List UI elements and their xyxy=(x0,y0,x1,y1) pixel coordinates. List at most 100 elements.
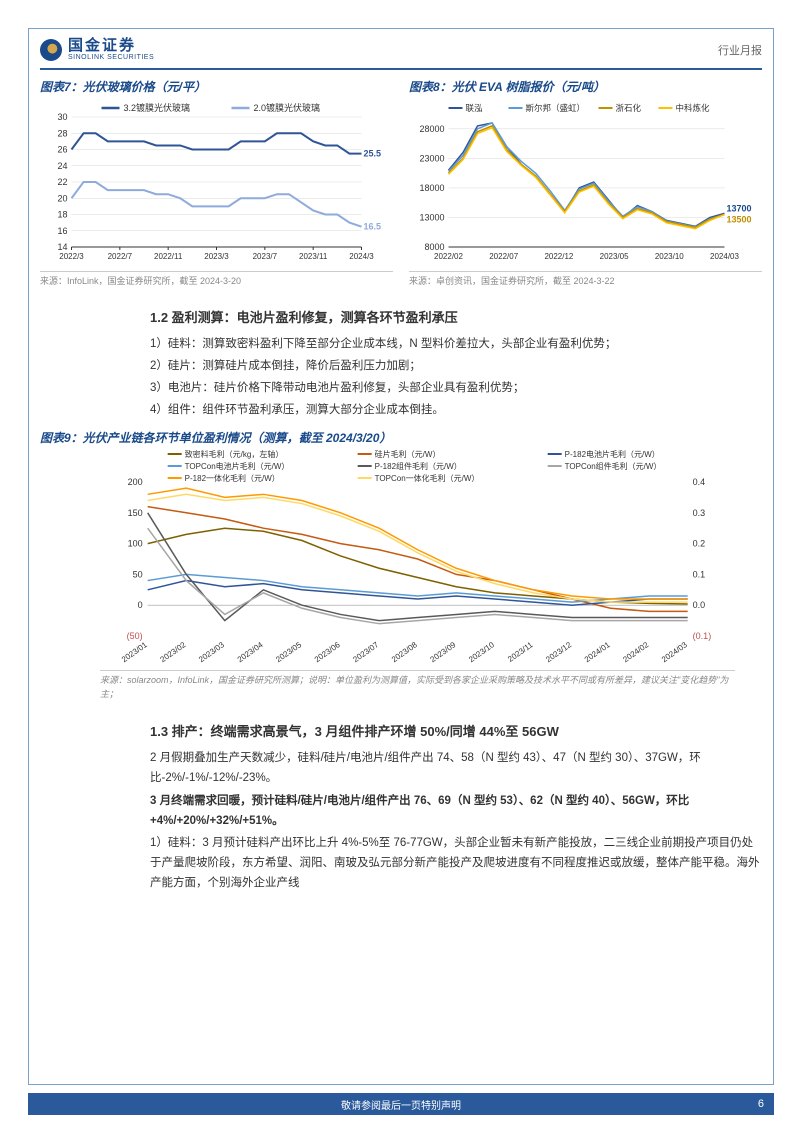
s13-p1: 2 月假期叠加生产天数减少，硅料/硅片/电池片/组件产出 74、58（N 型约 … xyxy=(150,748,762,788)
svg-text:23000: 23000 xyxy=(419,153,444,163)
svg-text:3.2镀膜光伏玻璃: 3.2镀膜光伏玻璃 xyxy=(124,102,191,113)
chart9-source: 来源：solarzoom，InfoLink，国金证券研究所测算；说明：单位盈利为… xyxy=(100,670,735,702)
svg-text:2023/04: 2023/04 xyxy=(236,639,265,663)
svg-text:2023/07: 2023/07 xyxy=(351,639,380,663)
chart7: 图表7：光伏玻璃价格（元/平） 3.2镀膜光伏玻璃 2.0镀膜光伏玻璃 14 16 18… xyxy=(40,78,393,287)
svg-text:0.2: 0.2 xyxy=(693,538,706,548)
svg-text:13000: 13000 xyxy=(419,212,444,222)
svg-text:2024/03: 2024/03 xyxy=(660,639,689,663)
section13-heading: 1.3 排产：终端需求高景气，3 月组件排产环增 50%/同增 44%至 56G… xyxy=(150,721,762,740)
svg-text:硅片毛利（元/W）: 硅片毛利（元/W） xyxy=(375,449,441,459)
svg-text:25.5: 25.5 xyxy=(364,149,382,159)
svg-text:16.5: 16.5 xyxy=(364,222,382,232)
svg-text:2023/12: 2023/12 xyxy=(544,639,573,663)
svg-text:16: 16 xyxy=(57,226,67,236)
svg-text:18000: 18000 xyxy=(419,183,444,193)
chart8-title: 图表8：光伏 EVA 树脂报价（元/吨） xyxy=(409,78,762,95)
s12-p3: 3）电池片：硅片价格下降带动电池片盈利修复，头部企业具有盈利优势； xyxy=(150,378,762,398)
svg-text:P-182组件毛利（元/W）: P-182组件毛利（元/W） xyxy=(375,461,462,471)
svg-text:150: 150 xyxy=(128,507,143,517)
svg-text:2023/7: 2023/7 xyxy=(253,252,278,261)
s12-p1: 1）硅料：测算致密料盈利下降至部分企业成本线，N 型料价差拉大，头部企业有盈利优… xyxy=(150,334,762,354)
svg-text:13500: 13500 xyxy=(727,215,752,225)
svg-text:2023/06: 2023/06 xyxy=(313,639,342,663)
svg-text:浙石化: 浙石化 xyxy=(616,103,642,113)
chart7-title: 图表7：光伏玻璃价格（元/平） xyxy=(40,78,393,95)
chart7-source: 来源：InfoLink，国金证券研究所，截至 2024-3-20 xyxy=(40,271,393,287)
chart-row-top: 图表7：光伏玻璃价格（元/平） 3.2镀膜光伏玻璃 2.0镀膜光伏玻璃 14 16 18… xyxy=(40,78,762,287)
svg-text:2023/3: 2023/3 xyxy=(204,252,229,261)
svg-text:200: 200 xyxy=(128,477,143,487)
svg-text:2023/01: 2023/01 xyxy=(120,639,149,663)
svg-text:24: 24 xyxy=(57,161,67,171)
svg-text:(50): (50) xyxy=(127,631,143,641)
svg-text:联泓: 联泓 xyxy=(466,103,484,113)
svg-text:2024/01: 2024/01 xyxy=(583,639,612,663)
chart8-source: 来源：卓创资讯，国金证券研究所，截至 2024-3-22 xyxy=(409,271,762,287)
svg-text:0.0: 0.0 xyxy=(693,600,706,610)
page-content: 图表7：光伏玻璃价格（元/平） 3.2镀膜光伏玻璃 2.0镀膜光伏玻璃 14 16 18… xyxy=(40,78,762,1073)
footer-text: 敬请参阅最后一页特别声明 xyxy=(341,1097,461,1112)
chart9: 致密料毛利（元/kg，左轴） 硅片毛利（元/W） P-182电池片毛利（元/W） TO… xyxy=(40,448,762,702)
header-category: 行业月报 xyxy=(718,42,762,58)
svg-text:18: 18 xyxy=(57,210,67,220)
svg-text:100: 100 xyxy=(128,538,143,548)
svg-text:50: 50 xyxy=(133,569,143,579)
chart8: 图表8：光伏 EVA 树脂报价（元/吨） 联泓 斯尔邦（盛虹） 浙石化 中科炼化 800… xyxy=(409,78,762,287)
logo-icon xyxy=(40,39,62,61)
svg-text:26: 26 xyxy=(57,145,67,155)
svg-text:TOPCon组件毛利（元/W）: TOPCon组件毛利（元/W） xyxy=(565,461,662,471)
svg-text:TOPCon一体化毛利（元/W）: TOPCon一体化毛利（元/W） xyxy=(375,473,480,483)
svg-text:28000: 28000 xyxy=(419,124,444,134)
s13-p2: 3 月终端需求回暖，预计硅料/硅片/电池片/组件产出 76、69（N 型约 53… xyxy=(150,791,762,831)
chart7-plot: 3.2镀膜光伏玻璃 2.0镀膜光伏玻璃 14 16 18 20 22 24 26 28 30 2022… xyxy=(40,99,393,269)
s12-p2: 2）硅片：测算硅片成本倒挂，降价后盈利压力加剧； xyxy=(150,356,762,376)
svg-text:28: 28 xyxy=(57,128,67,138)
page-number: 6 xyxy=(758,1098,764,1110)
svg-text:2024/02: 2024/02 xyxy=(621,639,650,663)
svg-text:2024/03: 2024/03 xyxy=(710,252,739,261)
svg-text:2022/07: 2022/07 xyxy=(489,252,518,261)
page-header: 国金证券 SINOLINK SECURITIES 行业月报 xyxy=(40,36,762,70)
svg-text:斯尔邦（盛虹）: 斯尔邦（盛虹） xyxy=(526,103,586,113)
svg-text:30: 30 xyxy=(57,112,67,122)
chart9-title: 图表9：光伏产业链各环节单位盈利情况（测算，截至 2024/3/20） xyxy=(40,429,762,446)
svg-text:0.3: 0.3 xyxy=(693,507,706,517)
svg-text:2022/12: 2022/12 xyxy=(544,252,573,261)
svg-text:2022/3: 2022/3 xyxy=(59,252,84,261)
svg-text:2022/02: 2022/02 xyxy=(434,252,463,261)
svg-text:2023/02: 2023/02 xyxy=(159,639,188,663)
svg-text:0.1: 0.1 xyxy=(693,569,706,579)
svg-text:8000: 8000 xyxy=(424,242,444,252)
svg-text:0.4: 0.4 xyxy=(693,477,706,487)
svg-text:0: 0 xyxy=(138,600,143,610)
svg-text:2023/11: 2023/11 xyxy=(299,252,328,261)
svg-text:2024/3: 2024/3 xyxy=(349,252,374,261)
section12-heading: 1.2 盈利测算：电池片盈利修复，测算各环节盈利承压 xyxy=(150,307,762,326)
svg-text:2023/05: 2023/05 xyxy=(274,639,303,663)
svg-text:致密料毛利（元/kg，左轴）: 致密料毛利（元/kg，左轴） xyxy=(185,449,284,459)
svg-text:2.0镀膜光伏玻璃: 2.0镀膜光伏玻璃 xyxy=(254,102,321,113)
logo: 国金证券 SINOLINK SECURITIES xyxy=(40,38,154,62)
page-footer: 敬请参阅最后一页特别声明 6 xyxy=(28,1093,774,1115)
svg-text:22: 22 xyxy=(57,177,67,187)
logo-text-cn: 国金证券 xyxy=(68,38,154,55)
svg-text:14: 14 xyxy=(57,242,67,252)
chart8-plot: 联泓 斯尔邦（盛虹） 浙石化 中科炼化 8000 13000 18000 23000 28000… xyxy=(409,99,762,269)
svg-text:2023/10: 2023/10 xyxy=(467,639,496,663)
svg-text:P-182一体化毛利（元/W）: P-182一体化毛利（元/W） xyxy=(185,473,280,483)
svg-text:(0.1): (0.1) xyxy=(693,631,712,641)
svg-text:2023/10: 2023/10 xyxy=(655,252,684,261)
svg-text:2023/03: 2023/03 xyxy=(197,639,226,663)
svg-text:中科炼化: 中科炼化 xyxy=(676,103,711,113)
s12-p4: 4）组件：组件环节盈利承压，测算大部分企业成本倒挂。 xyxy=(150,400,762,420)
svg-text:2023/08: 2023/08 xyxy=(390,639,419,663)
svg-text:2023/11: 2023/11 xyxy=(506,639,535,663)
svg-text:2023/09: 2023/09 xyxy=(429,639,458,663)
svg-text:20: 20 xyxy=(57,193,67,203)
s13-p3: 1）硅料：3 月预计硅料产出环比上升 4%-5%至 76-77GW，头部企业暂未… xyxy=(150,833,762,893)
logo-text-en: SINOLINK SECURITIES xyxy=(68,54,154,62)
svg-text:2022/11: 2022/11 xyxy=(154,252,183,261)
svg-text:2022/7: 2022/7 xyxy=(108,252,133,261)
svg-text:P-182电池片毛利（元/W）: P-182电池片毛利（元/W） xyxy=(565,449,660,459)
